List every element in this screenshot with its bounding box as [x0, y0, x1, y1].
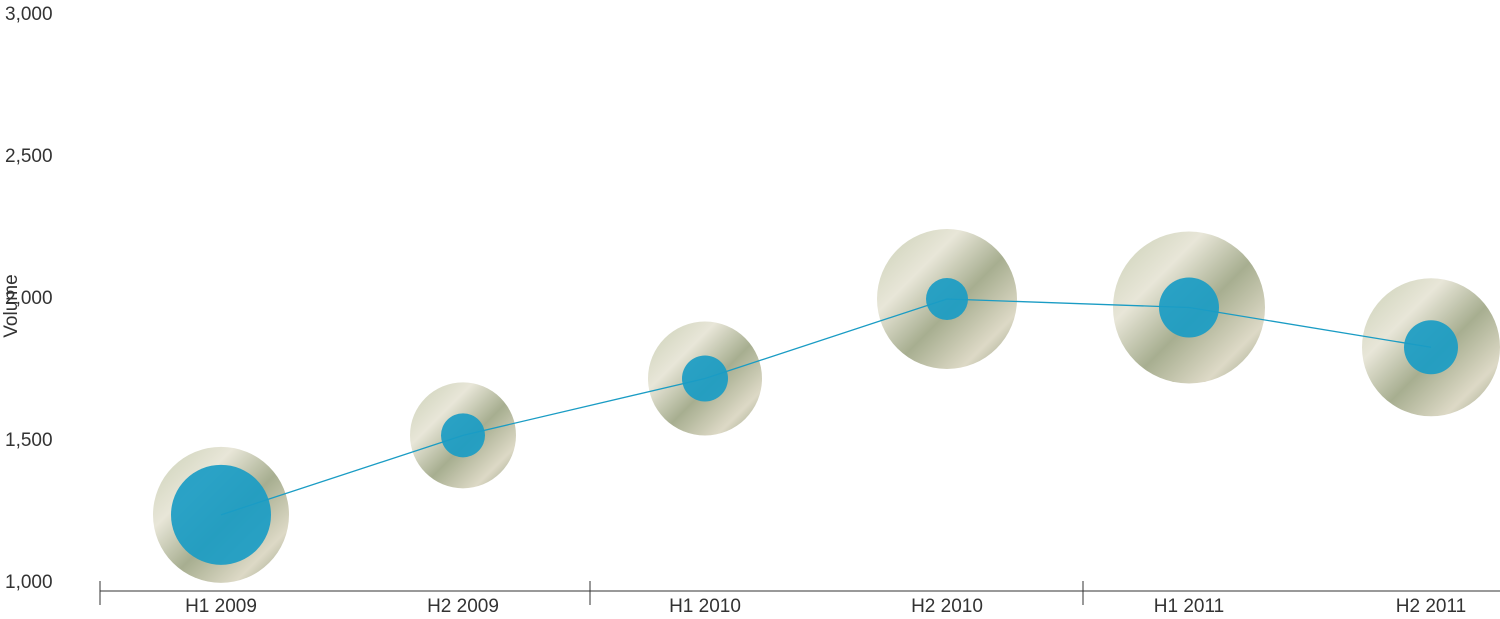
y-tick-label: 1,500 — [5, 430, 53, 451]
x-tick-label: H1 2011 — [1154, 596, 1224, 617]
y-tick-label: 2,500 — [5, 146, 53, 167]
line — [220, 298, 1432, 516]
x-tick-label: H2 2009 — [427, 596, 499, 617]
bubble — [682, 355, 728, 402]
y-tick-label: 2,000 — [5, 288, 53, 309]
x-tick-label: H1 2010 — [669, 596, 741, 617]
bubble — [171, 464, 271, 565]
bubble — [441, 413, 485, 458]
bubble — [1404, 320, 1458, 375]
x-tick-label: H2 2011 — [1396, 596, 1466, 617]
x-tick-label: H1 2009 — [185, 596, 257, 617]
bubble — [1159, 277, 1219, 338]
y-axis-label: Volume — [1, 274, 22, 337]
bubble — [926, 278, 968, 320]
y-tick-label: 1,000 — [5, 572, 53, 593]
x-tick-label: H2 2010 — [911, 596, 983, 617]
y-tick-label: 3,000 — [5, 4, 53, 25]
